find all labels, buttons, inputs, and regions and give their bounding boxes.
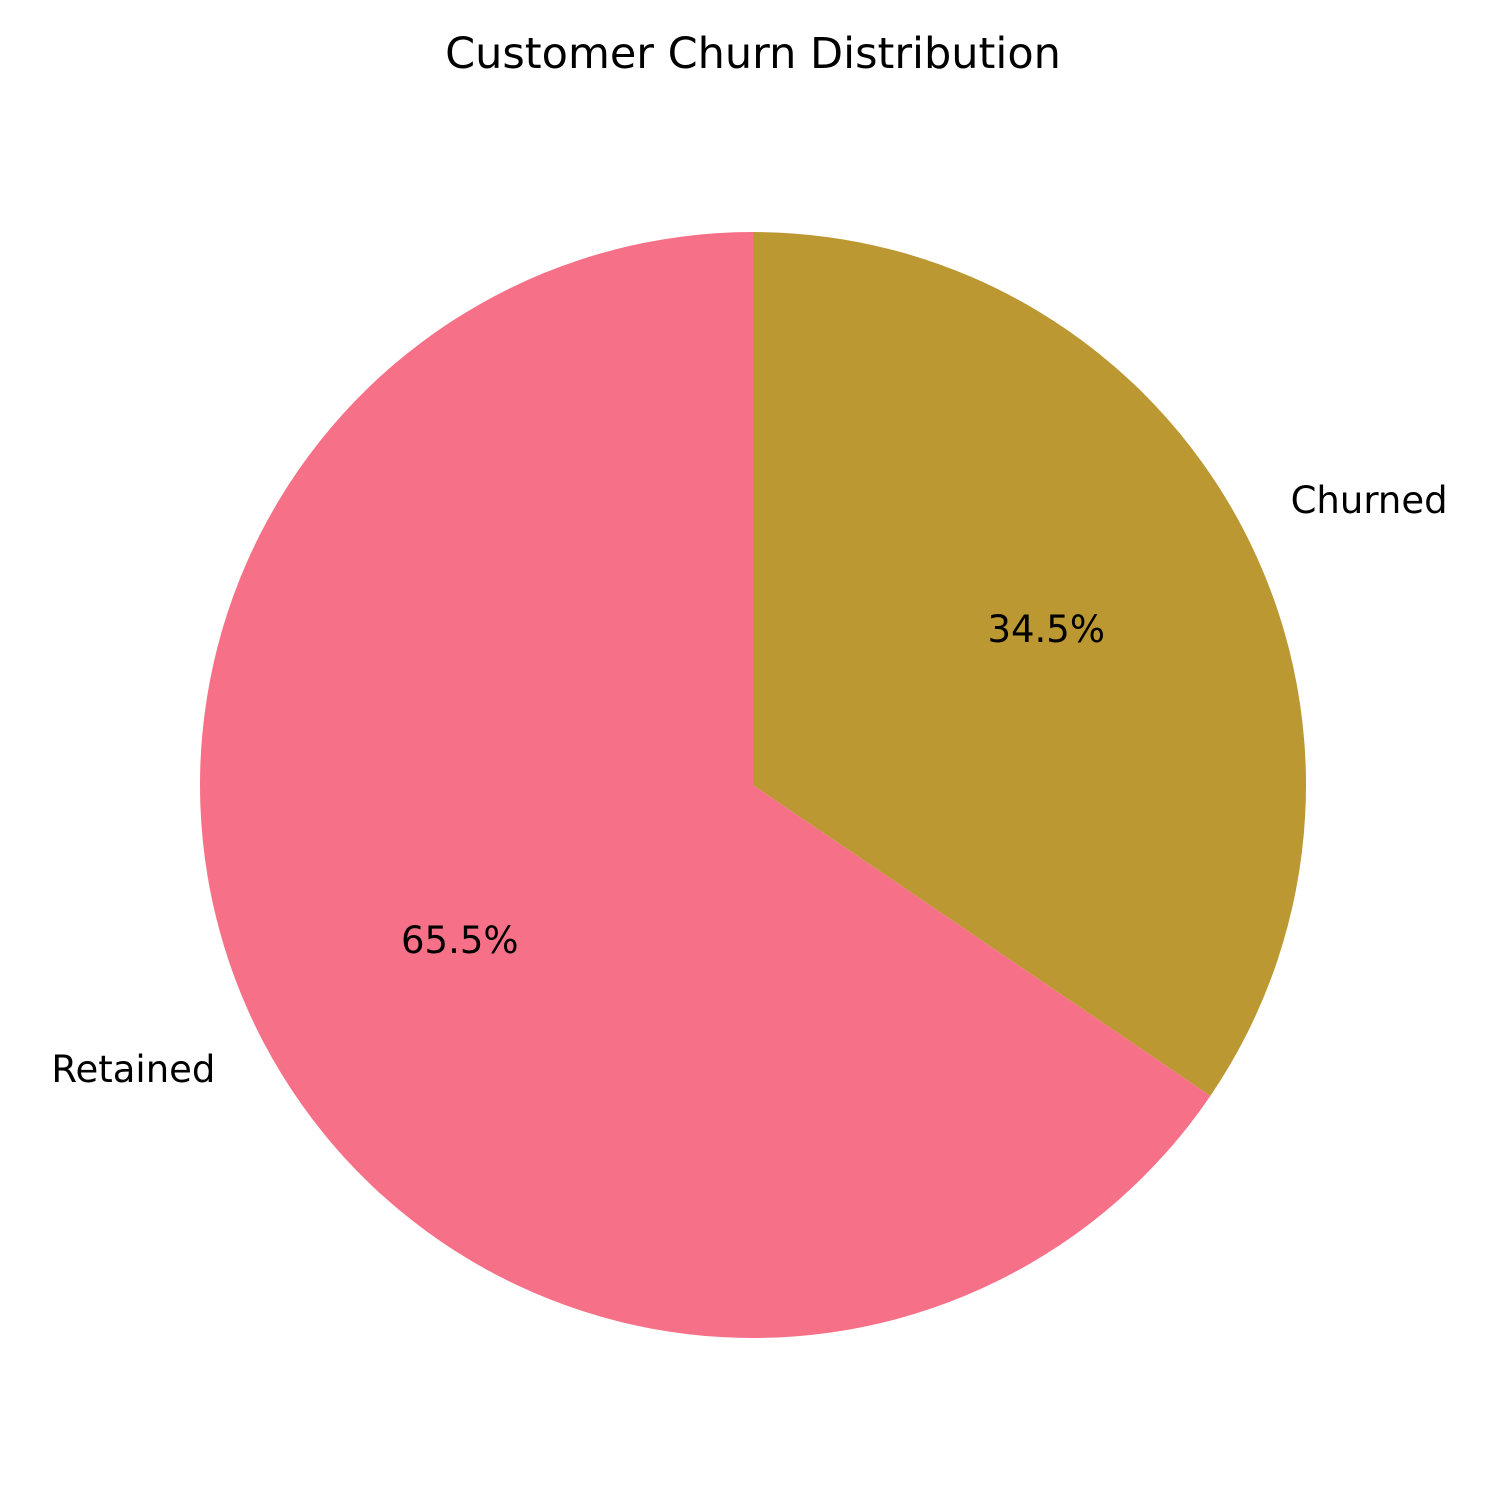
chart-title: Customer Churn Distribution — [445, 29, 1061, 79]
pie-slice-churned — [753, 232, 1307, 1096]
pie-slices — [200, 232, 1307, 1339]
pie-labels: Retained 65.5% Churned 34.5% — [51, 479, 1447, 1091]
slice-label-churned: Churned — [1291, 479, 1448, 522]
slice-label-retained: Retained — [51, 1048, 215, 1091]
pie-slice-retained — [200, 232, 1211, 1339]
pct-label-retained: 65.5% — [401, 919, 519, 962]
pct-label-churned: 34.5% — [987, 608, 1105, 651]
